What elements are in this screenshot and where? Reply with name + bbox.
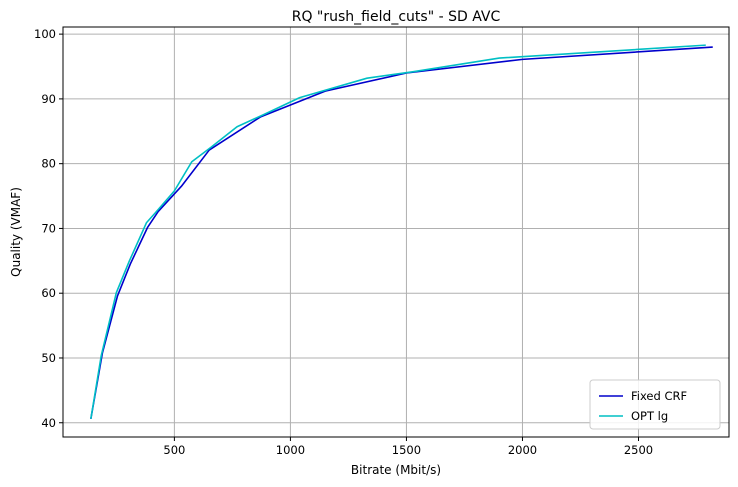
plot-lines [90, 44, 713, 420]
y-axis-ticks: 40 50 60 70 80 90 100 [34, 27, 63, 430]
x-tick-label: 1500 [392, 443, 421, 457]
x-axis-label: Bitrate (Mbit/s) [351, 463, 441, 477]
legend-label: Fixed CRF [631, 389, 687, 403]
chart-title: RQ "rush_field_cuts" - SD AVC [292, 9, 501, 25]
y-tick-label: 80 [41, 157, 56, 171]
y-tick-label: 90 [41, 92, 56, 106]
legend: Fixed CRF OPT lg [589, 379, 721, 430]
y-tick-label: 50 [41, 351, 56, 365]
legend-label: OPT lg [631, 409, 668, 423]
y-axis-label: Quality (VMAF) [9, 187, 23, 277]
x-tick-label: 2000 [508, 443, 537, 457]
y-tick-label: 60 [41, 286, 56, 300]
x-axis-ticks: 500 1000 1500 2000 2500 [163, 437, 653, 457]
grid [63, 27, 729, 437]
plot-frame [62, 26, 730, 438]
y-tick-label: 70 [41, 221, 56, 235]
series-line-opt-lg [90, 44, 706, 419]
x-tick-label: 500 [163, 443, 185, 457]
y-tick-label: 100 [34, 27, 56, 41]
x-tick-label: 1000 [276, 443, 305, 457]
x-tick-label: 2500 [624, 443, 653, 457]
y-tick-label: 40 [41, 416, 56, 430]
